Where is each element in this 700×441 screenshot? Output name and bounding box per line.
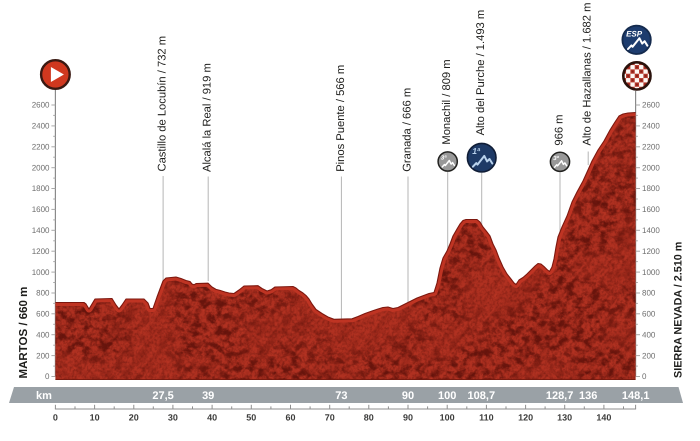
svg-text:40: 40	[207, 413, 217, 423]
svg-text:0: 0	[642, 372, 647, 381]
svg-text:2200: 2200	[32, 143, 50, 152]
svg-text:SIERRA NEVADA / 2.510 m: SIERRA NEVADA / 2.510 m	[673, 242, 685, 378]
svg-text:100: 100	[438, 390, 456, 402]
svg-text:3ª: 3ª	[553, 155, 559, 162]
svg-text:400: 400	[642, 330, 656, 339]
svg-text:600: 600	[642, 310, 656, 319]
svg-text:0: 0	[45, 372, 50, 381]
svg-text:90: 90	[403, 413, 413, 423]
svg-text:1000: 1000	[32, 268, 50, 277]
svg-text:400: 400	[36, 330, 50, 339]
svg-text:966 m: 966 m	[554, 115, 566, 146]
svg-text:200: 200	[642, 351, 656, 360]
svg-text:140: 140	[596, 413, 611, 423]
svg-text:1800: 1800	[32, 184, 50, 193]
svg-text:2600: 2600	[32, 101, 50, 110]
svg-text:27,5: 27,5	[152, 390, 173, 402]
svg-text:Alto del Purche / 1.493 m: Alto del Purche / 1.493 m	[475, 10, 487, 136]
svg-text:Pinos Puente / 566 m: Pinos Puente / 566 m	[335, 65, 347, 172]
svg-text:60: 60	[285, 413, 295, 423]
svg-text:Granada / 666 m: Granada / 666 m	[402, 88, 414, 172]
svg-text:3ª: 3ª	[441, 155, 447, 162]
svg-text:Alto de Hazallanas / 1.682 m: Alto de Hazallanas / 1.682 m	[582, 3, 594, 146]
svg-text:2000: 2000	[642, 163, 660, 172]
svg-text:0: 0	[53, 413, 58, 423]
svg-text:130: 130	[557, 413, 572, 423]
svg-text:2200: 2200	[642, 143, 660, 152]
svg-text:80: 80	[364, 413, 374, 423]
svg-text:73: 73	[335, 390, 347, 402]
svg-text:136: 136	[579, 390, 597, 402]
svg-text:800: 800	[36, 289, 50, 298]
svg-text:39: 39	[202, 390, 214, 402]
svg-text:800: 800	[642, 289, 656, 298]
svg-text:Castillo de Locubín / 732 m: Castillo de Locubín / 732 m	[157, 36, 169, 172]
svg-text:128,7: 128,7	[546, 390, 574, 402]
svg-text:ESP: ESP	[626, 29, 643, 38]
svg-text:1600: 1600	[642, 205, 660, 214]
svg-text:1400: 1400	[642, 226, 660, 235]
svg-text:1000: 1000	[642, 268, 660, 277]
svg-text:2000: 2000	[32, 163, 50, 172]
svg-text:2400: 2400	[32, 122, 50, 131]
svg-text:MARTOS / 660 m: MARTOS / 660 m	[18, 287, 30, 379]
svg-text:10: 10	[90, 413, 100, 423]
svg-text:1200: 1200	[32, 247, 50, 256]
svg-text:Alcalá la Real / 919 m: Alcalá la Real / 919 m	[202, 63, 214, 172]
svg-text:108,7: 108,7	[468, 390, 496, 402]
svg-text:2400: 2400	[642, 122, 660, 131]
svg-text:1ª: 1ª	[472, 146, 481, 156]
svg-text:50: 50	[246, 413, 256, 423]
svg-text:148,1: 148,1	[622, 390, 650, 402]
svg-text:2600: 2600	[642, 101, 660, 110]
svg-text:90: 90	[402, 390, 414, 402]
svg-text:100: 100	[440, 413, 455, 423]
svg-text:200: 200	[36, 351, 50, 360]
svg-text:km: km	[36, 390, 52, 402]
svg-text:30: 30	[168, 413, 178, 423]
svg-text:1400: 1400	[32, 226, 50, 235]
svg-text:Monachil / 809 m: Monachil / 809 m	[441, 59, 453, 144]
svg-text:1800: 1800	[642, 184, 660, 193]
svg-text:20: 20	[129, 413, 139, 423]
svg-text:600: 600	[36, 310, 50, 319]
svg-text:110: 110	[479, 413, 494, 423]
svg-text:120: 120	[518, 413, 533, 423]
svg-text:1600: 1600	[32, 205, 50, 214]
svg-text:1200: 1200	[642, 247, 660, 256]
svg-text:70: 70	[325, 413, 335, 423]
